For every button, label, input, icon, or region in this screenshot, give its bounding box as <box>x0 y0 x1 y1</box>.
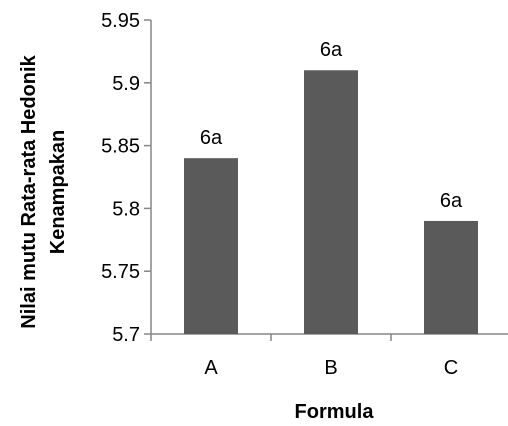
bar-C <box>424 220 478 334</box>
bar-B <box>304 70 358 335</box>
y-axis-title: Nilai mutu Rata-rata Hedonik Kenampakan <box>18 54 69 328</box>
data-label-A: 6a <box>200 127 223 149</box>
y-tick-label: 5.9 <box>112 73 140 95</box>
y-tick-label: 5.85 <box>101 136 140 158</box>
x-tick-label-C: C <box>444 357 458 379</box>
data-label-B: 6a <box>320 39 343 61</box>
y-axis-title-line-2: Kenampakan <box>47 130 69 255</box>
y-tick-label: 5.75 <box>101 261 140 283</box>
data-label-C: 6a <box>440 190 463 212</box>
y-axis-title-line-1: Nilai mutu Rata-rata Hedonik <box>18 54 40 328</box>
y-tick-label: 5.8 <box>112 198 140 220</box>
x-tick-label-B: B <box>324 357 337 379</box>
bar-A <box>184 158 238 334</box>
plot-area: 5.7 5.75 5.8 5.85 5.9 5.95 6a A 6a B 6a C <box>101 10 508 379</box>
x-axis-title: Formula <box>295 401 375 421</box>
x-tick-label-A: A <box>204 357 218 379</box>
y-tick-label: 5.7 <box>112 324 140 346</box>
y-tick-label: 5.95 <box>101 10 140 32</box>
